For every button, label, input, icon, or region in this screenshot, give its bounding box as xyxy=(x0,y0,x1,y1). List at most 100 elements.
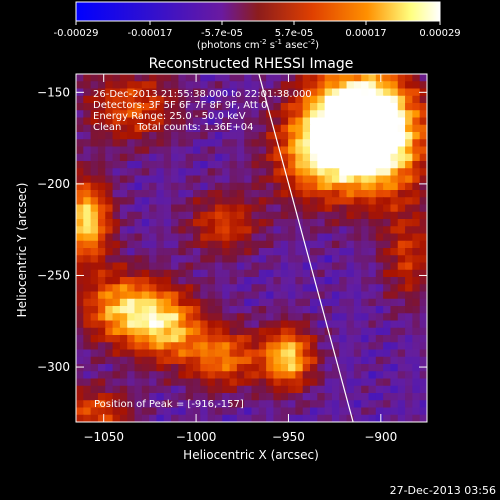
heatmap-cell xyxy=(266,117,275,126)
heatmap-cell xyxy=(229,197,238,206)
heatmap-cell xyxy=(185,153,194,162)
heatmap-cell xyxy=(405,356,413,365)
heatmap-cell xyxy=(397,182,406,191)
heatmap-cell xyxy=(280,190,289,198)
heatmap-cell xyxy=(346,414,355,422)
heatmap-cell xyxy=(229,335,238,343)
heatmap-cell xyxy=(258,233,267,242)
heatmap-cell xyxy=(141,161,150,169)
heatmap-cell xyxy=(302,146,311,155)
heatmap-cell xyxy=(310,240,318,249)
heatmap-cell xyxy=(331,190,340,198)
heatmap-cell xyxy=(383,327,392,336)
heatmap-cell xyxy=(156,175,165,184)
heatmap-cell xyxy=(178,248,187,256)
heatmap-cell xyxy=(412,400,421,409)
heatmap-cell xyxy=(163,385,172,394)
heatmap-cell xyxy=(258,356,267,365)
heatmap-cell xyxy=(222,219,231,227)
heatmap-cell xyxy=(83,313,92,322)
x-tick-label: −1000 xyxy=(176,430,217,444)
heatmap-cell xyxy=(302,168,311,177)
heatmap-cell xyxy=(105,385,114,394)
heatmap-cell xyxy=(112,175,121,184)
heatmap-cell xyxy=(112,407,121,416)
heatmap-cell xyxy=(390,342,399,351)
heatmap-cell xyxy=(90,284,99,293)
heatmap-cell xyxy=(258,139,267,148)
heatmap-cell xyxy=(83,74,92,82)
heatmap-cell xyxy=(302,81,311,90)
heatmap-cell xyxy=(302,197,311,206)
heatmap-cell xyxy=(222,356,231,365)
heatmap-cell xyxy=(324,197,333,206)
heatmap-cell xyxy=(412,103,421,111)
heatmap-cell xyxy=(207,103,216,111)
heatmap-cell xyxy=(156,335,165,343)
heatmap-cell xyxy=(412,342,421,351)
heatmap-cell xyxy=(324,219,333,227)
heatmap-cell xyxy=(185,371,194,380)
heatmap-cell xyxy=(310,81,318,90)
heatmap-cell xyxy=(244,117,253,126)
heatmap-cell xyxy=(207,219,216,227)
heatmap-cell xyxy=(200,371,209,380)
heatmap-cell xyxy=(193,414,201,422)
heatmap-cell xyxy=(244,182,253,191)
heatmap-cell xyxy=(134,371,143,380)
heatmap-cell xyxy=(200,284,209,293)
heatmap-cell xyxy=(383,371,392,380)
heatmap-cell xyxy=(302,378,311,387)
heatmap-cell xyxy=(127,103,136,111)
heatmap-cell xyxy=(97,255,106,264)
heatmap-cell xyxy=(134,88,143,97)
heatmap-cell xyxy=(200,356,209,365)
heatmap-cell xyxy=(171,306,179,314)
heatmap-cell xyxy=(207,378,216,387)
heatmap-cell xyxy=(273,414,282,422)
heatmap-cell xyxy=(76,81,84,90)
heatmap-cell xyxy=(361,219,370,227)
heatmap-cell xyxy=(331,320,340,329)
heatmap-cell xyxy=(214,95,223,104)
heatmap-cell xyxy=(193,240,201,249)
heatmap-cell xyxy=(331,255,340,264)
heatmap-cell xyxy=(90,219,99,227)
heatmap-cell xyxy=(112,74,121,82)
heatmap-cell xyxy=(405,371,413,380)
heatmap-cell xyxy=(288,132,296,140)
heatmap-cell xyxy=(193,190,201,198)
heatmap-cell xyxy=(90,356,99,365)
heatmap-cell xyxy=(149,414,158,422)
heatmap-cell xyxy=(97,161,106,169)
heatmap-cell xyxy=(310,378,318,387)
heatmap-cell xyxy=(76,204,84,213)
heatmap-cell xyxy=(412,240,421,249)
heatmap-cell xyxy=(288,110,296,119)
heatmap-cell xyxy=(302,211,311,220)
heatmap-cell xyxy=(273,124,282,133)
heatmap-cell xyxy=(214,240,223,249)
heatmap-cell xyxy=(127,407,136,416)
heatmap-cell xyxy=(419,74,427,82)
heatmap-cell xyxy=(353,327,362,336)
heatmap-cell xyxy=(207,226,216,235)
heatmap-cell xyxy=(149,88,158,97)
heatmap-cell xyxy=(90,233,99,242)
heatmap-cell xyxy=(83,306,92,314)
heatmap-cell xyxy=(412,153,421,162)
heatmap-cell xyxy=(222,81,231,90)
heatmap-cell xyxy=(346,161,355,169)
heatmap-cell xyxy=(346,262,355,271)
heatmap-cell xyxy=(236,146,245,155)
heatmap-cell xyxy=(331,335,340,343)
heatmap-cell xyxy=(258,146,267,155)
heatmap-cell xyxy=(331,74,340,82)
heatmap-cell xyxy=(317,211,326,220)
heatmap-cell xyxy=(419,385,427,394)
heatmap-cell xyxy=(127,74,136,82)
heatmap-cell xyxy=(185,407,194,416)
heatmap-cell xyxy=(331,117,340,126)
heatmap-cell xyxy=(134,393,143,401)
heatmap-cell xyxy=(171,342,179,351)
